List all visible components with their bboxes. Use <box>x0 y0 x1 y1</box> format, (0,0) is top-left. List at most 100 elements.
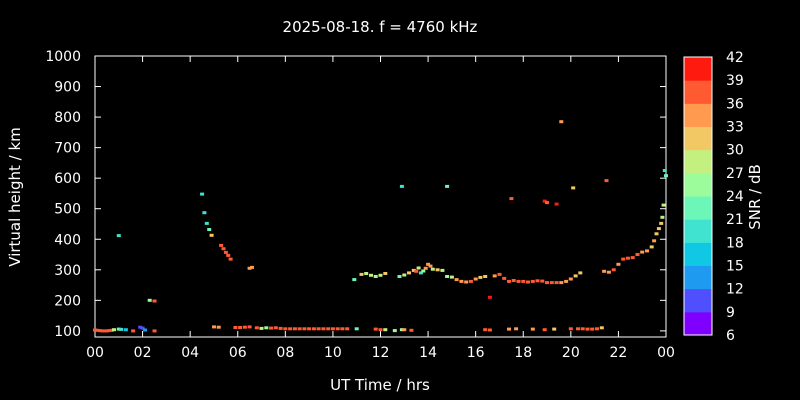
x-tick-label: 02 <box>134 345 152 361</box>
data-point <box>226 253 231 257</box>
colorbar-tick-label: 36 <box>726 96 744 112</box>
colorbar-segment <box>684 196 712 220</box>
data-point <box>549 281 554 285</box>
data-point <box>209 233 214 237</box>
colorbar-segment <box>684 288 712 313</box>
data-point <box>449 275 454 279</box>
data-point <box>576 327 580 331</box>
data-point <box>545 281 549 285</box>
data-point <box>440 268 445 272</box>
colorbar-segment <box>684 57 712 81</box>
data-point <box>112 328 116 332</box>
data-point <box>464 280 469 284</box>
chart-title: 2025-08-18. f = 4760 kHz <box>283 18 478 36</box>
data-point <box>104 329 109 333</box>
data-point <box>611 268 616 272</box>
data-point <box>202 211 207 215</box>
data-point <box>507 327 511 331</box>
data-point <box>373 275 378 278</box>
data-point <box>97 329 102 333</box>
colorbar-frame <box>683 56 713 336</box>
y-axis-label: Virtual height / km <box>6 127 24 266</box>
data-point <box>259 326 264 330</box>
data-point <box>630 256 635 260</box>
data-point <box>654 232 659 236</box>
data-point <box>542 199 547 203</box>
x-tick-label: 10 <box>324 345 342 361</box>
y-tick-label: 400 <box>54 232 81 248</box>
data-point <box>407 271 411 275</box>
x-tick-label: 08 <box>276 345 294 361</box>
data-point <box>487 328 492 332</box>
data-point <box>542 328 547 332</box>
y-tick-label: 500 <box>54 202 81 218</box>
data-point <box>535 279 540 283</box>
data-point <box>430 267 435 271</box>
data-point <box>409 328 414 332</box>
data-point <box>423 266 428 270</box>
data-point <box>93 328 97 332</box>
colorbar-tick-label: 33 <box>726 120 744 136</box>
colorbar-tick-label: 21 <box>726 212 744 228</box>
data-point <box>326 327 331 331</box>
x-tick-label: 06 <box>229 345 247 361</box>
data-point <box>445 275 450 278</box>
data-point <box>373 327 378 331</box>
colorbar-segment <box>684 242 712 266</box>
data-point <box>445 184 450 188</box>
x-tick-label: 14 <box>419 345 437 361</box>
data-point <box>483 275 488 278</box>
data-point <box>292 327 297 331</box>
data-point <box>659 221 664 225</box>
data-points <box>93 120 668 333</box>
data-point <box>200 192 205 196</box>
data-point <box>364 272 369 275</box>
data-point <box>509 197 514 201</box>
x-tick-label: 18 <box>514 345 532 361</box>
data-point <box>578 271 583 275</box>
data-point <box>273 326 278 330</box>
data-point <box>152 329 157 333</box>
data-point <box>606 270 611 274</box>
data-point <box>564 279 569 283</box>
colorbar-segment <box>684 219 712 243</box>
data-point <box>107 329 112 333</box>
data-point <box>473 277 478 281</box>
data-point <box>352 278 357 282</box>
colorbar: 6 9 12 15 18 21 24 27 30 33 36 39 42 <box>683 50 744 344</box>
colorbar-tick-label: 15 <box>726 259 744 275</box>
data-point <box>247 325 252 329</box>
data-point <box>645 249 649 253</box>
data-point <box>288 327 293 331</box>
data-point <box>595 327 599 331</box>
data-point <box>454 278 459 282</box>
data-point <box>392 329 397 333</box>
data-point <box>599 326 604 330</box>
data-point <box>435 268 440 272</box>
data-point <box>459 279 464 283</box>
data-point <box>571 186 576 190</box>
data-point <box>573 274 578 278</box>
data-point <box>497 272 502 276</box>
colorbar-tick-label: 24 <box>726 189 744 205</box>
colorbar-tick-label: 27 <box>726 166 744 182</box>
colorbar-segment <box>684 172 712 197</box>
y-tick-label: 300 <box>54 263 81 279</box>
data-point <box>147 298 152 302</box>
x-tick-label: 00 <box>86 345 104 361</box>
data-point <box>554 202 559 206</box>
x-tick-label: 16 <box>467 345 485 361</box>
data-point <box>264 326 269 330</box>
data-point <box>359 272 364 276</box>
data-point <box>602 269 607 273</box>
colorbar-tick-label: 12 <box>726 282 744 298</box>
data-point <box>568 277 573 281</box>
data-point <box>621 257 626 261</box>
y-tick-label: 200 <box>54 293 81 309</box>
data-point <box>492 274 497 278</box>
colorbar-segment <box>684 149 712 174</box>
data-point <box>554 281 559 285</box>
data-point <box>585 327 590 331</box>
data-point <box>411 268 416 272</box>
